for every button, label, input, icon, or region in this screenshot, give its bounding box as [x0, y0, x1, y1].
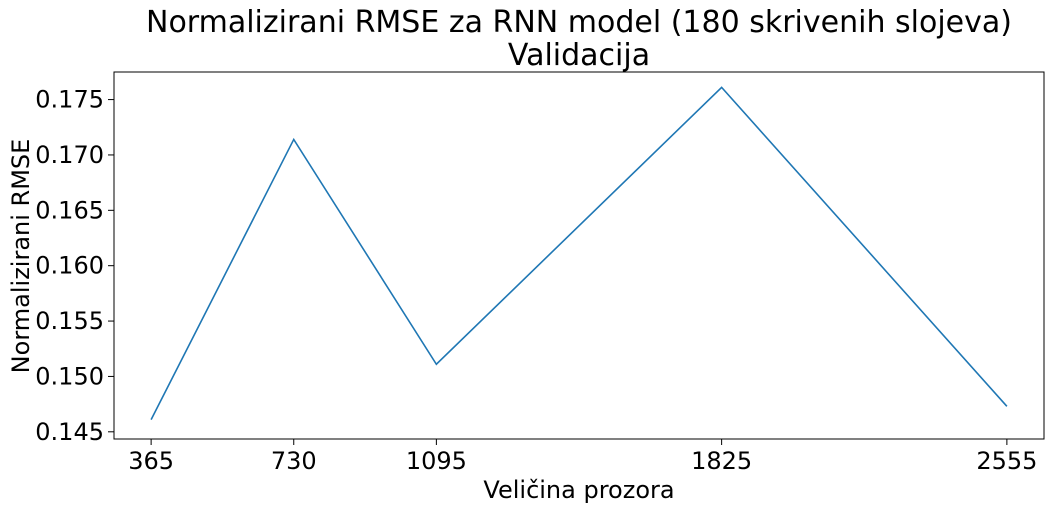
x-axis-label: Veličina prozora: [483, 476, 674, 504]
chart-subtitle: Validacija: [508, 38, 650, 73]
x-tick-label: 1825: [691, 447, 752, 475]
y-tick-label: 0.175: [35, 86, 104, 114]
y-tick-label: 0.145: [35, 418, 104, 446]
x-tick-label: 2555: [976, 447, 1037, 475]
y-tick-label: 0.170: [35, 141, 104, 169]
y-tick-label: 0.155: [35, 307, 104, 335]
plot-area: [113, 71, 1045, 440]
x-axis-ticks: 365 730 1095 1825 2555: [128, 439, 1037, 475]
y-tick-label: 0.150: [35, 362, 104, 390]
y-axis-ticks: 0.145 0.150 0.155 0.160 0.165 0.170 0.175: [35, 86, 114, 446]
y-tick-label: 0.160: [35, 252, 104, 280]
chart-title: Normalizirani RMSE za RNN model (180 skr…: [146, 5, 1012, 40]
y-axis-label: Normalizirani RMSE: [7, 139, 35, 374]
x-tick-label: 1095: [406, 447, 467, 475]
y-tick-label: 0.165: [35, 196, 104, 224]
series-layer: [150, 86, 1008, 420]
x-tick-label: 365: [128, 447, 174, 475]
x-tick-label: 730: [271, 447, 317, 475]
